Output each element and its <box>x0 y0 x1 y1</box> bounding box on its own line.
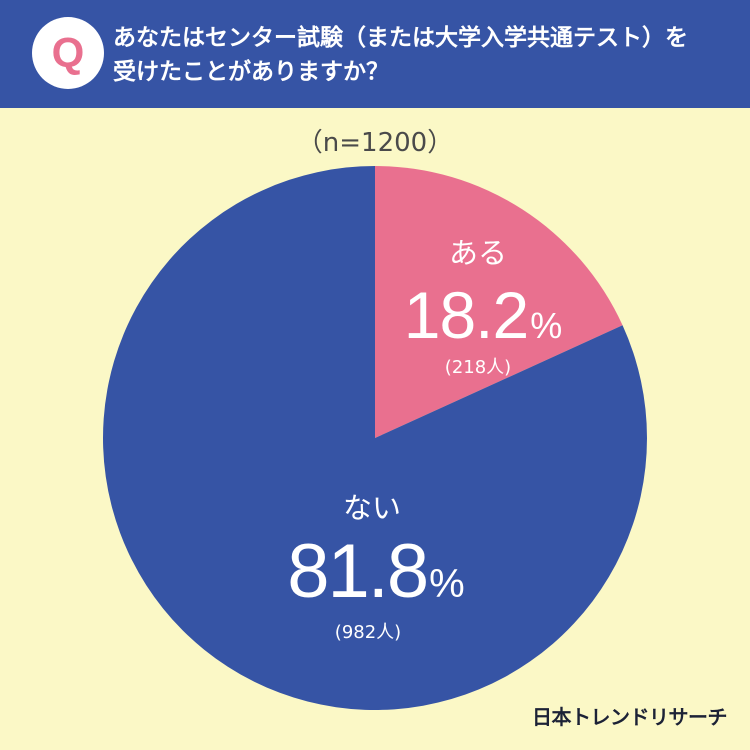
slice-label-no: ない <box>342 491 402 525</box>
slice-count-no: (982人) <box>334 622 402 643</box>
brand-logo: 日本トレンドリサーチ <box>532 705 728 729</box>
slice-percent-no: 81.8 % <box>287 534 465 610</box>
q-badge: Q <box>32 17 104 89</box>
sample-size-label: （n=1200） <box>296 128 454 158</box>
question-text-line-1: あなたはセンター試験（または大学入学共通テスト）を <box>113 25 688 51</box>
slice-value-yes: 18.2 <box>403 278 529 352</box>
pie-slice-yes <box>375 165 623 438</box>
question-text-line-2: 受けたことがありますか？ <box>113 59 389 85</box>
slice-value-no: 81.8 <box>287 529 429 614</box>
question-header: Q あなたはセンター試験（または大学入学共通テスト）を 受けたことがありますか？ <box>0 0 750 108</box>
percent-sign-no: % <box>429 562 465 606</box>
percent-sign-yes: % <box>530 305 563 346</box>
slice-label-yes: ある <box>448 236 508 270</box>
slice-percent-yes: 18.2 % <box>404 282 562 348</box>
q-badge-letter: Q <box>51 29 85 76</box>
slice-count-yes: (218人) <box>444 357 512 378</box>
pie-slice-no <box>103 166 648 710</box>
